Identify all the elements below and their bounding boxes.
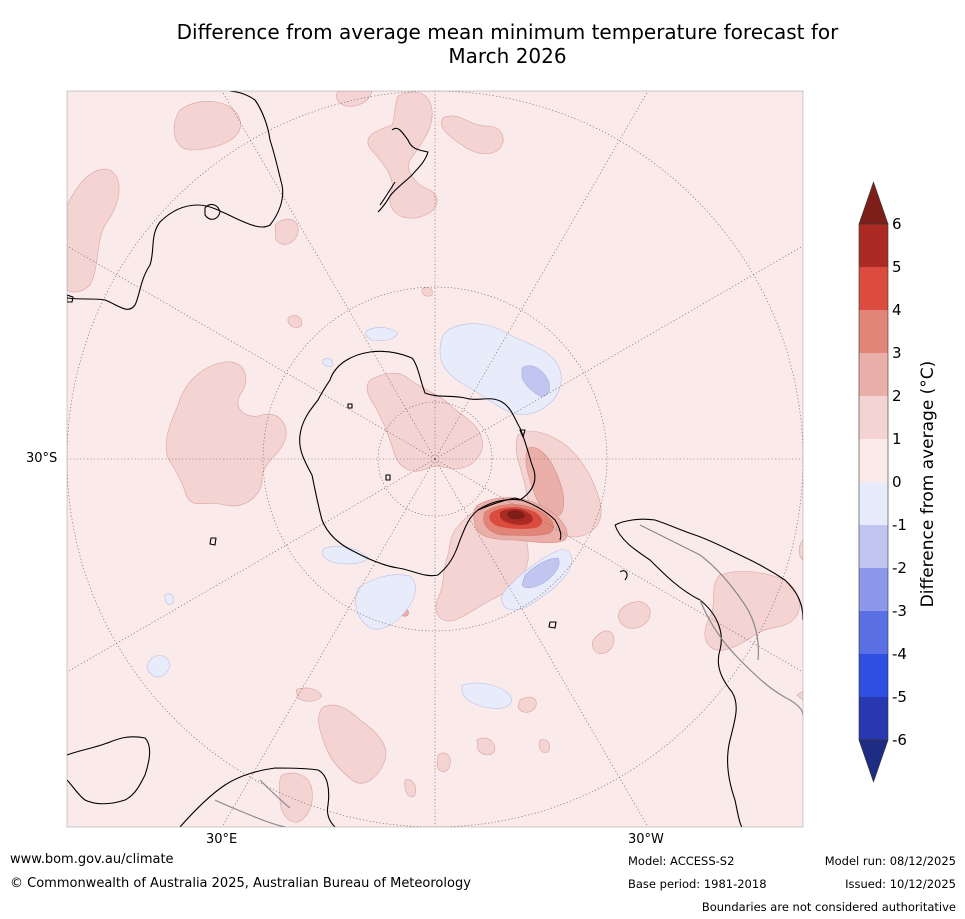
colorbar-bin bbox=[859, 267, 888, 310]
colorbar-bin bbox=[859, 439, 888, 482]
colorbar-bin bbox=[859, 654, 888, 697]
colorbar-bin bbox=[859, 611, 888, 654]
title-line-2: March 2026 bbox=[448, 44, 567, 68]
colorbar-tick-label: 3 bbox=[892, 344, 902, 362]
footer-model-run: Model run: 08/12/2025 bbox=[824, 854, 956, 868]
lon-label-30w: 30°W bbox=[628, 832, 664, 847]
colorbar-tick-label: 1 bbox=[892, 430, 902, 448]
colorbar-bin bbox=[859, 224, 888, 267]
africa-coast bbox=[67, 736, 336, 827]
colorbar-bin bbox=[859, 697, 888, 740]
colorbar-tick-label: 4 bbox=[892, 301, 902, 319]
footer-base-period: Base period: 1981-2018 bbox=[628, 877, 767, 891]
colorbar-over-arrow bbox=[858, 181, 889, 225]
colorbar-frame bbox=[858, 223, 889, 741]
colorbar-label: Difference from average (°C) bbox=[918, 360, 938, 608]
colorbar-tick-label: 6 bbox=[892, 215, 902, 233]
colorbar-tick-label: -4 bbox=[892, 645, 907, 663]
colorbar-tick-label: -5 bbox=[892, 688, 907, 706]
australia-coast bbox=[67, 91, 284, 310]
footer-model: Model: ACCESS-S2 bbox=[628, 854, 735, 868]
colorbar-tick-label: 2 bbox=[892, 387, 902, 405]
lon-label-30e: 30°E bbox=[206, 832, 238, 847]
anomaly-m2-m1-regions bbox=[521, 365, 560, 589]
footer-issued: Issued: 10/12/2025 bbox=[845, 877, 956, 891]
map-panel bbox=[67, 91, 803, 827]
title-line-1: Difference from average mean minimum tem… bbox=[176, 20, 839, 44]
coastlines bbox=[67, 91, 803, 827]
graticule bbox=[67, 91, 803, 827]
colorbar-tick-label: -1 bbox=[892, 516, 907, 534]
anomaly-gt6-region bbox=[507, 510, 525, 520]
colorbar-tick-label: 5 bbox=[892, 258, 902, 276]
footer-copyright: © Commonwealth of Australia 2025, Austra… bbox=[10, 876, 471, 891]
colorbar-bin bbox=[859, 310, 888, 353]
colorbar-tick-label: -2 bbox=[892, 559, 907, 577]
colorbar-bin bbox=[859, 525, 888, 568]
map-frame bbox=[66, 90, 804, 828]
antarctic-peninsula-coast bbox=[477, 497, 562, 541]
new-zealand-coast bbox=[377, 127, 429, 213]
chart-title: Difference from average mean minimum tem… bbox=[60, 20, 955, 68]
colorbar-tick-label: -6 bbox=[892, 731, 907, 749]
tasmania-coast bbox=[204, 203, 221, 220]
footer-disclaimer: Boundaries are not considered authoritat… bbox=[701, 900, 956, 914]
colorbar-bin bbox=[859, 482, 888, 525]
colorbar-tick-label: 0 bbox=[892, 473, 902, 491]
south-america-coast bbox=[614, 518, 803, 827]
country-boundaries bbox=[214, 524, 803, 827]
colorbar-bin bbox=[859, 568, 888, 611]
colorbar-bin bbox=[859, 353, 888, 396]
colorbar-under-arrow bbox=[858, 739, 889, 783]
lat-label-30s: 30°S bbox=[26, 451, 58, 466]
colorbar bbox=[858, 181, 889, 783]
footer-url[interactable]: www.bom.gov.au/climate bbox=[10, 852, 174, 867]
island-coast bbox=[67, 294, 557, 629]
colorbar-tick-label: -3 bbox=[892, 602, 907, 620]
colorbar-bin bbox=[859, 396, 888, 439]
